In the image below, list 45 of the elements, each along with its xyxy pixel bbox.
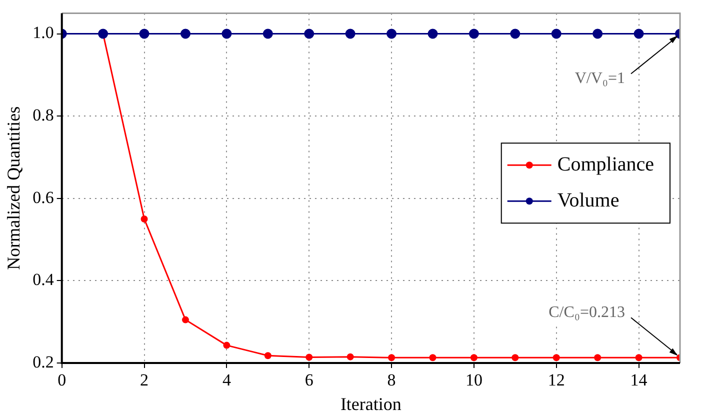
point — [222, 28, 232, 39]
y-tick-label: 1.0 — [32, 23, 54, 42]
point — [470, 354, 478, 362]
y-axis-title: Normalized Quantities — [4, 106, 24, 270]
point — [180, 28, 190, 39]
point — [304, 28, 314, 39]
point — [512, 354, 519, 362]
x-tick-label: 6 — [304, 370, 314, 390]
y-tick-label: 0.8 — [32, 106, 54, 125]
point — [635, 354, 642, 362]
y-tick-label: 0.6 — [32, 188, 54, 207]
x-tick-label: 0 — [58, 370, 66, 390]
point — [594, 354, 602, 362]
x-tick-label: 14 — [630, 370, 648, 390]
point — [551, 28, 562, 39]
point — [386, 28, 397, 39]
point — [264, 352, 272, 360]
y-tick-label: 0.2 — [32, 352, 54, 372]
point — [510, 28, 520, 39]
y-tick-label: 0.4 — [32, 270, 54, 290]
point — [388, 354, 396, 362]
annotation: V/V₀=1 — [574, 70, 625, 87]
point — [346, 353, 354, 360]
x-tick-label: 4 — [222, 370, 232, 390]
point — [223, 342, 230, 349]
point — [552, 354, 560, 362]
point — [139, 28, 150, 39]
point — [182, 316, 189, 324]
x-axis-title: Iteration — [340, 394, 402, 414]
point — [140, 215, 148, 222]
annotation: C/C₀=0.213 — [548, 304, 625, 321]
point — [428, 28, 438, 39]
legend-label: Volume — [557, 189, 620, 212]
point — [345, 28, 356, 39]
point — [429, 354, 436, 362]
legend-label: Compliance — [557, 153, 654, 176]
x-tick-label: 10 — [465, 370, 482, 390]
point — [592, 28, 603, 39]
point — [306, 354, 313, 361]
point — [634, 28, 644, 39]
x-tick-label: 12 — [548, 370, 565, 390]
x-tick-label: 2 — [140, 370, 149, 390]
point — [262, 28, 273, 39]
point — [468, 28, 479, 39]
x-tick-label: 8 — [387, 370, 396, 390]
